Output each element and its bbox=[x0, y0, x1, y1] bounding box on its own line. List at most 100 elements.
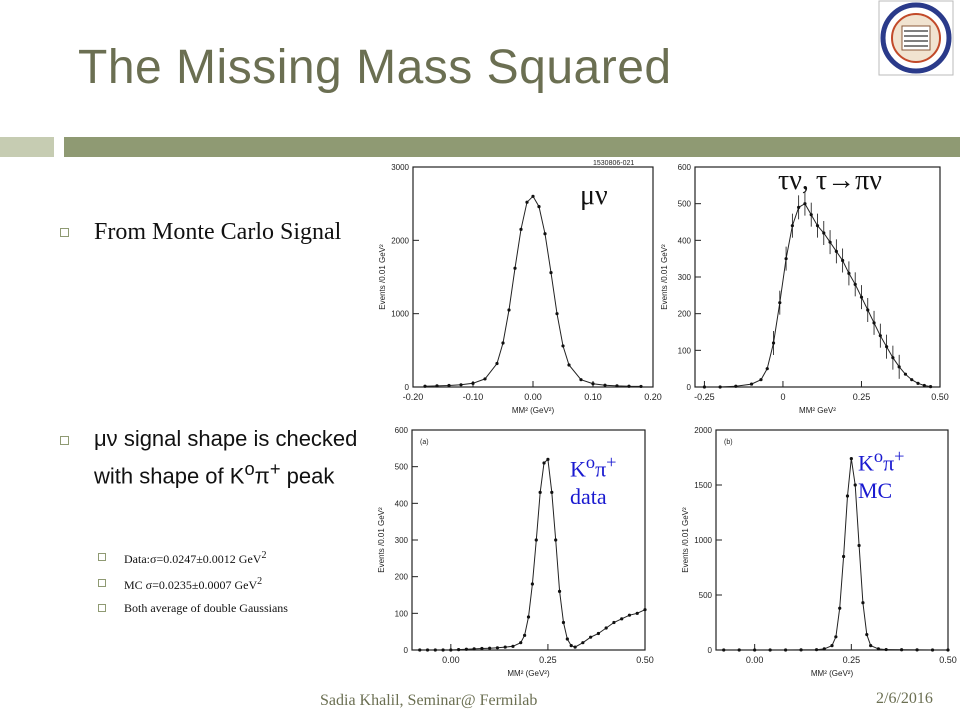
data-point bbox=[546, 457, 550, 461]
data-point bbox=[519, 227, 523, 231]
data-point bbox=[567, 363, 571, 367]
y-tick-label: 0 bbox=[708, 646, 713, 655]
data-point bbox=[561, 344, 565, 348]
data-point bbox=[627, 613, 632, 617]
data-point bbox=[511, 644, 515, 648]
y-tick-label: 500 bbox=[699, 591, 713, 600]
title-divider-left bbox=[0, 137, 54, 157]
data-point bbox=[549, 271, 553, 275]
data-point bbox=[523, 633, 527, 637]
data-point bbox=[534, 538, 538, 542]
data-point bbox=[472, 647, 476, 651]
taunu-label: τν, τ→πν bbox=[778, 165, 882, 196]
data-point bbox=[799, 648, 803, 652]
data-point bbox=[573, 645, 577, 649]
x-tick-label: 0.50 bbox=[931, 392, 949, 402]
data-point bbox=[525, 200, 529, 204]
munu-symbol: μν bbox=[94, 426, 118, 451]
y-tick-label: 300 bbox=[678, 273, 692, 282]
data-point bbox=[513, 266, 517, 270]
x-axis-label: MM² (GeV²) bbox=[512, 406, 555, 415]
data-point bbox=[861, 601, 865, 605]
data-point bbox=[643, 608, 647, 612]
data-point bbox=[538, 490, 542, 494]
x-tick-label: -0.20 bbox=[403, 392, 424, 402]
plot-corner-tag: (b) bbox=[724, 439, 733, 446]
data-point bbox=[495, 361, 499, 366]
data-point bbox=[857, 543, 861, 548]
data-point bbox=[822, 647, 826, 651]
data-point bbox=[853, 483, 857, 487]
data-point bbox=[737, 648, 741, 652]
footer-date: 2/6/2016 bbox=[876, 690, 933, 707]
x-axis-label: MM² (GeV²) bbox=[811, 669, 854, 678]
data-point bbox=[441, 648, 445, 652]
university-seal-logo bbox=[878, 0, 954, 76]
y-tick-label: 600 bbox=[678, 163, 692, 172]
data-point bbox=[471, 381, 475, 385]
data-point bbox=[435, 384, 439, 388]
x-tick-label: 0 bbox=[780, 392, 785, 402]
bullet-marker bbox=[60, 228, 69, 237]
data-point bbox=[903, 372, 908, 376]
data-point bbox=[753, 648, 757, 652]
data-point bbox=[483, 377, 487, 381]
y-tick-label: 400 bbox=[678, 236, 692, 245]
x-tick-label: 0.25 bbox=[843, 655, 861, 665]
data-point bbox=[869, 644, 873, 648]
y-tick-label: 0 bbox=[687, 383, 692, 392]
footer-author: Sadia Khalil, Seminar@ Fermilab bbox=[320, 692, 538, 709]
chart-munu-mm2: -0.20 -0.10 0.00 0.10 0.20 0 1000 2000 3000 MM² (… bbox=[378, 160, 662, 415]
sub-bullet-marker bbox=[98, 579, 106, 587]
y-tick-label: 1000 bbox=[391, 310, 409, 319]
y-tick-label: 200 bbox=[395, 573, 409, 582]
munu-label: μν bbox=[580, 180, 608, 211]
fit-curve bbox=[424, 195, 642, 387]
data-point bbox=[457, 648, 461, 652]
bullet-signal-shape-text: signal shape is checked with shape of K bbox=[94, 426, 358, 489]
data-point bbox=[423, 384, 427, 388]
data-point bbox=[639, 384, 643, 389]
data-point bbox=[554, 538, 558, 542]
y-tick-label: 400 bbox=[395, 499, 409, 508]
data-point bbox=[922, 383, 926, 388]
data-point bbox=[910, 378, 914, 382]
data-point bbox=[865, 633, 869, 637]
data-point bbox=[507, 308, 511, 312]
y-tick-label: 600 bbox=[395, 426, 409, 435]
x-axis-label: MM² GeV² bbox=[799, 406, 836, 415]
data-point bbox=[557, 589, 562, 593]
chart-k0pi-data: 0.00 0.25 0.50 0 100 200 300 400 500 600 MM² (GeV²… bbox=[377, 426, 654, 678]
y-tick-label: 500 bbox=[395, 463, 409, 472]
data-point bbox=[579, 378, 583, 382]
x-tick-label: -0.10 bbox=[463, 392, 484, 402]
data-point bbox=[488, 646, 492, 650]
bullet-monte-carlo-text: From Monte Carlo Signal bbox=[94, 219, 342, 245]
data-point bbox=[615, 384, 619, 388]
sub-bullet-marker bbox=[98, 604, 106, 612]
k0pi-mc-label: Koπ+ MC bbox=[858, 446, 905, 504]
x-tick-label: 0.00 bbox=[524, 392, 542, 402]
data-point bbox=[845, 494, 850, 498]
data-point bbox=[565, 637, 569, 641]
chart-k0pi-mc: 0.00 0.25 0.50 0 500 1000 1500 2000 MM² (GeV²) Ev… bbox=[681, 426, 957, 678]
data-point bbox=[814, 648, 819, 652]
data-point bbox=[620, 617, 624, 621]
y-tick-label: 2000 bbox=[694, 426, 712, 435]
data-point bbox=[550, 490, 554, 494]
data-point bbox=[930, 648, 935, 652]
fit-curve bbox=[723, 458, 948, 651]
y-tick-label: 0 bbox=[405, 383, 410, 392]
data-point bbox=[749, 382, 754, 386]
data-point bbox=[425, 648, 430, 652]
sub-bullet-marker bbox=[98, 553, 106, 561]
bullet-marker bbox=[60, 436, 69, 445]
x-tick-label: -0.25 bbox=[694, 392, 715, 402]
data-point bbox=[480, 646, 484, 651]
y-tick-label: 2000 bbox=[391, 236, 409, 245]
y-tick-label: 200 bbox=[678, 310, 692, 319]
data-point bbox=[459, 383, 463, 387]
data-point bbox=[834, 635, 838, 639]
slide-title: The Missing Mass Squared bbox=[78, 41, 672, 94]
plot-frame bbox=[412, 166, 654, 388]
